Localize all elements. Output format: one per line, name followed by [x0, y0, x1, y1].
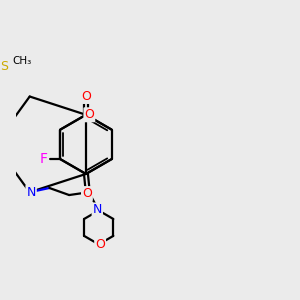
Text: CH₃: CH₃: [12, 56, 31, 66]
Text: N: N: [26, 186, 36, 199]
Text: S: S: [0, 60, 8, 73]
Text: O: O: [84, 108, 94, 121]
Text: N: N: [93, 203, 102, 217]
Text: F: F: [40, 152, 48, 166]
Text: O: O: [95, 238, 105, 251]
Text: O: O: [82, 187, 92, 200]
Text: O: O: [81, 90, 91, 103]
